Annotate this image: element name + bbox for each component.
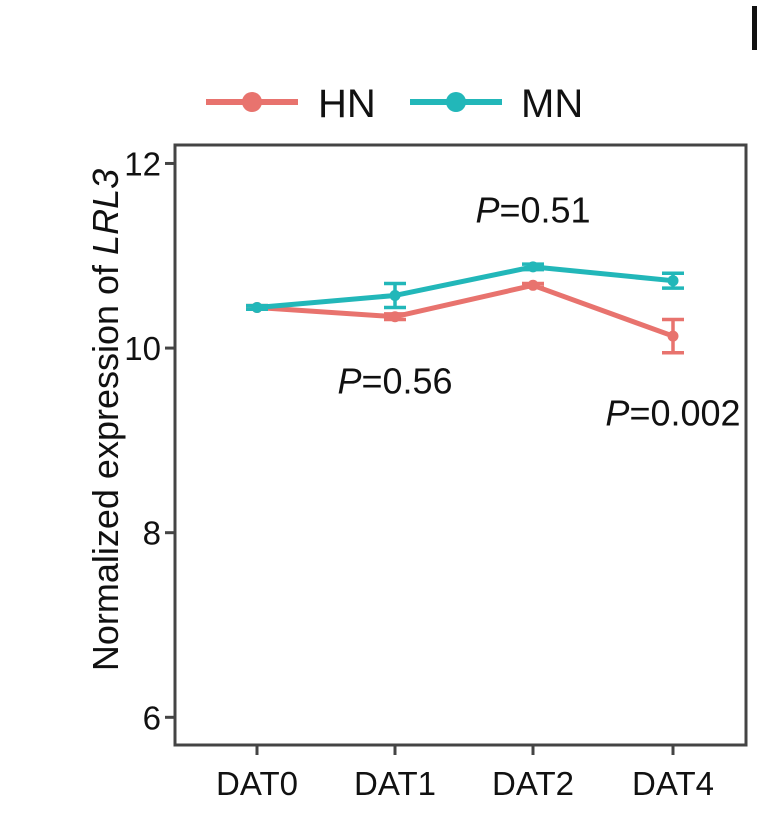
data-point bbox=[667, 275, 679, 287]
y-axis-label-text: Normalized expression of bbox=[85, 255, 126, 671]
x-tick-label: DAT4 bbox=[632, 765, 714, 802]
p-symbol: P bbox=[337, 360, 361, 401]
series-hn bbox=[246, 279, 684, 355]
adjacent-panel-edge bbox=[752, 6, 757, 50]
series-line bbox=[256, 264, 674, 310]
legend-item-hn: HN bbox=[206, 82, 376, 126]
data-point bbox=[389, 289, 401, 301]
y-axis: 6 8 10 12 bbox=[124, 145, 175, 736]
p-value: =0.002 bbox=[629, 393, 740, 434]
plot-frame bbox=[173, 143, 748, 747]
p-symbol: P bbox=[605, 393, 629, 434]
p-value-annotation: P=0.51 bbox=[475, 190, 590, 231]
y-tick-label: 10 bbox=[124, 330, 161, 367]
p-value-annotation: P=0.002 bbox=[605, 393, 740, 434]
p-value-annotation: P=0.56 bbox=[337, 360, 452, 401]
legend-swatch-point bbox=[242, 92, 262, 112]
data-point bbox=[389, 311, 401, 323]
p-value: =0.56 bbox=[361, 360, 452, 401]
legend-swatch-point bbox=[446, 92, 466, 112]
x-axis: DAT0 DAT1 DAT2 DAT4 bbox=[216, 745, 714, 802]
series-layer bbox=[246, 261, 684, 355]
x-tick-label: DAT1 bbox=[354, 765, 436, 802]
y-tick-label: 8 bbox=[143, 515, 161, 552]
x-tick-label: DAT0 bbox=[216, 765, 298, 802]
y-tick-label: 6 bbox=[143, 699, 161, 736]
p-symbol: P bbox=[475, 190, 499, 231]
legend-label: HN bbox=[318, 82, 376, 126]
x-tick-label: DAT2 bbox=[492, 765, 574, 802]
data-point bbox=[527, 261, 539, 273]
series-mn bbox=[246, 261, 684, 313]
series-line bbox=[256, 282, 674, 339]
y-axis-label: Normalized expression of LRL3 bbox=[85, 169, 126, 671]
data-point bbox=[251, 301, 263, 313]
y-axis-label-gene: LRL3 bbox=[85, 169, 126, 255]
legend: HN MN bbox=[206, 82, 583, 126]
data-point bbox=[527, 279, 539, 291]
annotation-layer: P=0.56P=0.51P=0.002 bbox=[337, 190, 740, 434]
legend-label: MN bbox=[521, 82, 583, 126]
p-value: =0.51 bbox=[499, 190, 590, 231]
y-tick-label: 12 bbox=[124, 145, 161, 182]
data-point bbox=[667, 330, 679, 342]
legend-item-mn: MN bbox=[410, 82, 583, 126]
